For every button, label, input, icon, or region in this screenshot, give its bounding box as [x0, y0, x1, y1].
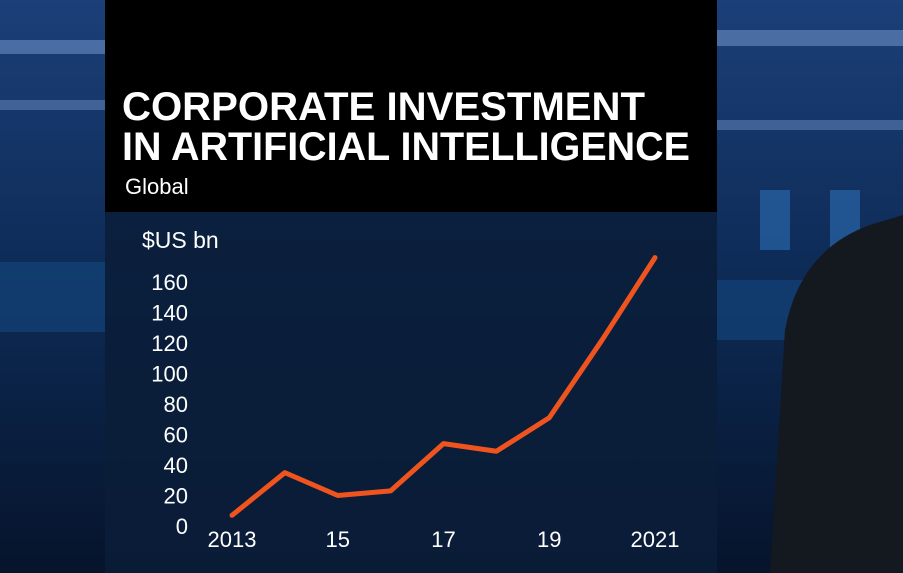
y-tick-label: 0: [176, 514, 188, 539]
data-line: [229, 255, 658, 518]
plot: 0 20 40 60 80 100 120 140 160 2013 15 17 19 2021: [151, 255, 680, 552]
title-panel: [105, 0, 717, 212]
chart-subtitle: Global: [125, 174, 189, 199]
x-tick-label: 15: [326, 527, 350, 552]
y-tick-label: 160: [151, 270, 188, 295]
x-tick-label: 17: [431, 527, 455, 552]
y-tick-label: 20: [164, 484, 188, 509]
chart-title: IN ARTIFICIAL INTELLIGENCE: [122, 125, 690, 169]
y-tick-label: 100: [151, 362, 188, 387]
chart-panel: [105, 212, 717, 573]
y-tick-label: 120: [151, 331, 188, 356]
x-tick-label: 19: [537, 527, 561, 552]
x-tick-label: 2013: [208, 527, 257, 552]
y-tick-label: 140: [151, 301, 188, 326]
y-tick-label: 80: [164, 392, 188, 417]
chart-title: CORPORATE INVESTMENT: [122, 85, 645, 129]
y-tick-label: 60: [164, 423, 188, 448]
y-axis-label: $US bn: [142, 227, 219, 253]
presenter: [770, 215, 903, 573]
x-tick-label: 2021: [631, 527, 680, 552]
y-tick-label: 40: [164, 453, 188, 478]
